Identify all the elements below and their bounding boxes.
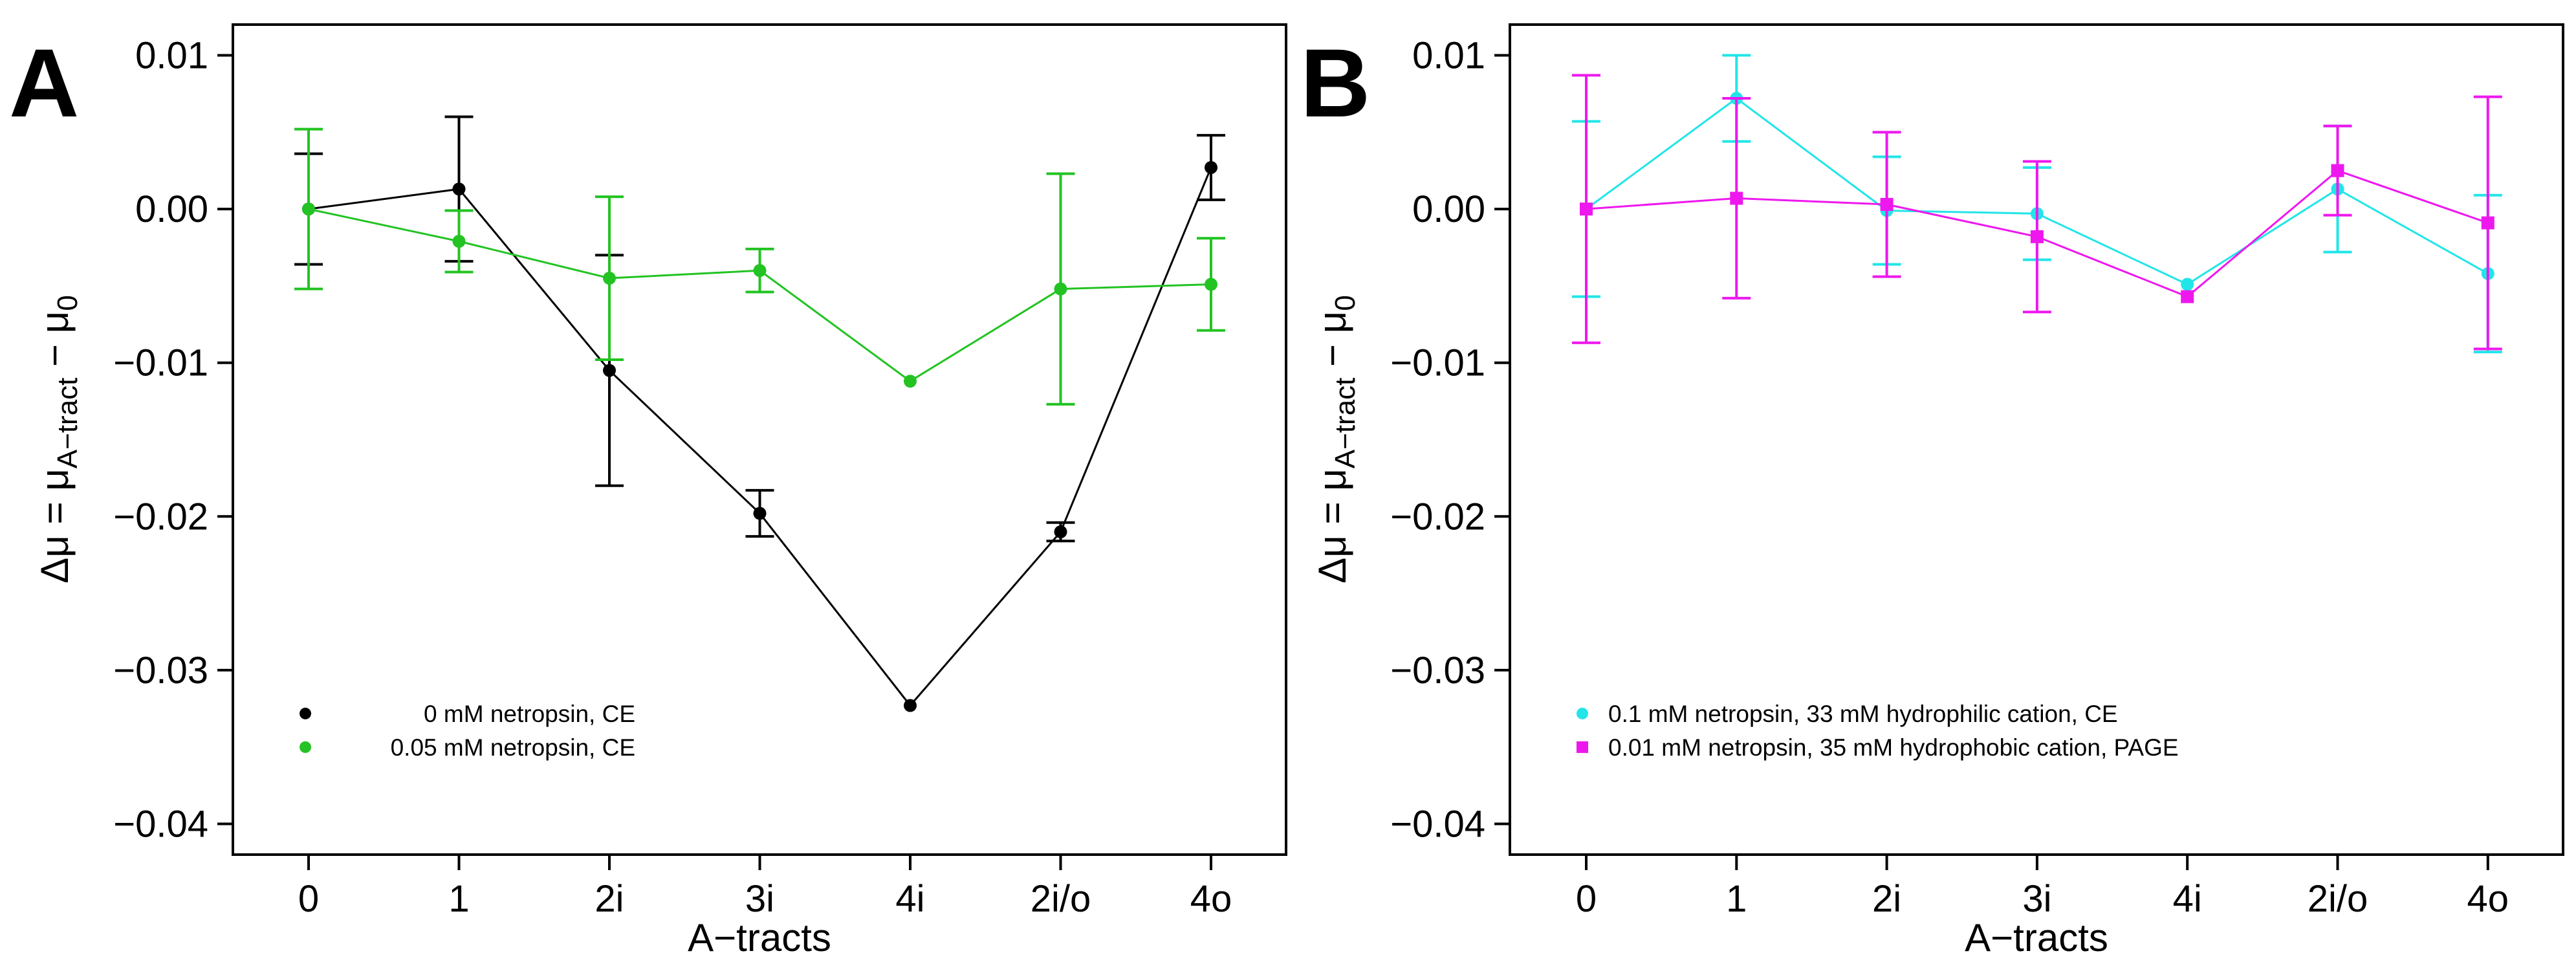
x-tick-label: 2i [595,878,624,920]
data-point [2331,164,2344,177]
data-point [1205,160,1217,174]
axis-ticks-a: 0.01 0.00 −0.01 −0.02 −0.03 −0.04 0 1 2i 3i 4i 2i/o… [113,35,1232,920]
series-2 [1572,74,2502,351]
y-tick-label: −0.01 [1390,342,1485,384]
x-tick-label: 4i [2173,878,2202,920]
data-point [302,202,315,216]
y-tick-label: 0.01 [1412,35,1485,77]
x-tick-label: 0 [298,878,319,920]
y-tick-label: −0.02 [113,496,208,538]
chart-panel-b: B 0.01 0.00 −0.01 −0.02 −0.03 −0.04 0 1 2i 3i 4i 2i… [1300,23,2564,959]
legend-label: 0.05 mM netropsin, CE [391,734,635,761]
x-tick-label: 1 [448,878,469,920]
legend-b: 0.1 mM netropsin, 33 mM hydrophilic cati… [1577,701,2179,761]
data-point [753,507,767,520]
series-2 [294,127,1225,406]
x-tick-label: 2i [1872,878,1901,920]
y-tick-label: −0.03 [1390,650,1485,692]
y-tick-label: 0.00 [135,188,208,230]
x-tick-label: 4o [2467,878,2509,920]
x-axis-label-b: A−tracts [1965,916,2108,959]
data-point [452,182,466,196]
x-tick-label: 1 [1726,878,1747,920]
series-line [308,208,1212,383]
data-point [1580,202,1593,216]
data-marks-a [294,115,1225,712]
y-axis-label-a: Δμ = μA−tract − μ0 [33,295,83,584]
legend-marker [300,707,311,719]
x-tick-label: 4o [1190,878,1232,920]
chart-panel-a: A 0.01 0.00 −0.01 −0.02 −0.03 −0.04 0 1 2i 3i 4i 2i… [9,23,1287,959]
x-tick-label: 2i/o [2308,878,2368,920]
data-point [603,272,616,285]
y-tick-label: −0.03 [113,650,208,692]
y-axis-label-b: Δμ = μA−tract − μ0 [1311,295,1361,584]
data-point [904,375,917,388]
x-tick-label: 0 [1576,878,1597,920]
y-tick-label: 0.00 [1412,188,1485,230]
legend-label: 0 mM netropsin, CE [424,701,635,727]
data-point [603,364,616,377]
data-marks-b [1572,54,2502,354]
data-point [2181,290,2194,303]
data-point [1205,278,1217,291]
legend-marker [300,741,311,753]
y-tick-label: 0.01 [135,35,208,77]
data-point [1054,525,1067,539]
plot-frame-a [232,23,1287,856]
data-point [2181,278,2194,291]
data-point [1730,191,1743,205]
y-tick-label: −0.01 [113,342,208,384]
panel-letter-a: A [9,28,79,137]
x-tick-label: 4i [895,878,924,920]
data-point [2481,216,2494,230]
legend-a: 0 mM netropsin, CE 0.05 mM netropsin, CE [300,701,635,761]
legend-marker [1577,707,1588,719]
series-1 [294,115,1225,712]
data-point [1880,197,1894,211]
y-tick-label: −0.04 [113,803,208,845]
data-point [2030,230,2044,243]
x-tick-label: 3i [745,878,774,920]
y-tick-label: −0.02 [1390,496,1485,538]
data-point [1054,282,1067,296]
data-point [452,235,466,248]
legend-label: 0.01 mM netropsin, 35 mM hydrophobic cat… [1608,734,2179,761]
legend-label: 0.1 mM netropsin, 33 mM hydrophilic cati… [1608,701,2118,727]
data-point [753,264,767,278]
legend-marker [1577,741,1588,753]
x-tick-label: 2i/o [1031,878,1091,920]
panel-letter-b: B [1300,28,1370,137]
y-tick-label: −0.04 [1390,803,1485,845]
x-tick-label: 3i [2022,878,2051,920]
data-point [904,699,917,712]
axis-ticks-b: 0.01 0.00 −0.01 −0.02 −0.03 −0.04 0 1 2i 3i 4i 2i/o… [1390,35,2509,920]
x-axis-label-a: A−tracts [688,916,831,959]
